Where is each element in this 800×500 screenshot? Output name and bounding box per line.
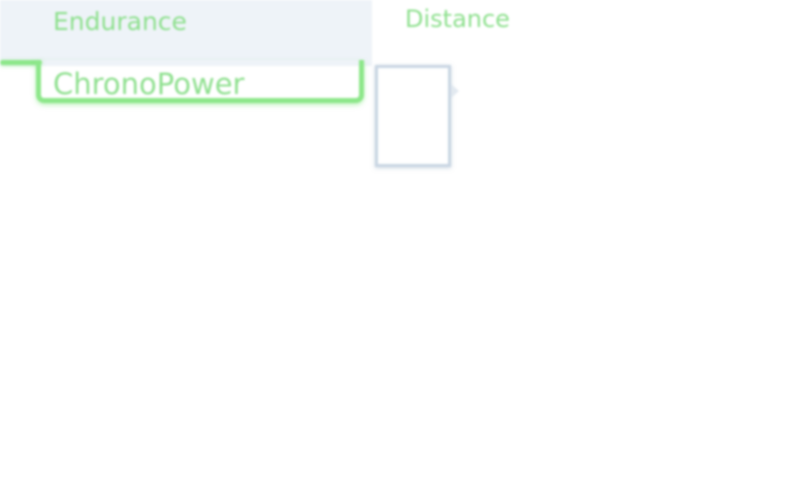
selection-bracket-tail — [0, 60, 42, 65]
menu-panel — [0, 0, 372, 66]
menu-item-endurance[interactable]: Endurance — [53, 7, 187, 36]
selection-highlight — [36, 60, 364, 103]
preview-panel — [375, 65, 451, 167]
preview-arrow-icon — [451, 84, 459, 98]
menu-item-distance[interactable]: Distance — [405, 5, 510, 33]
menu-item-chronopower[interactable]: ChronoPower — [53, 67, 245, 101]
